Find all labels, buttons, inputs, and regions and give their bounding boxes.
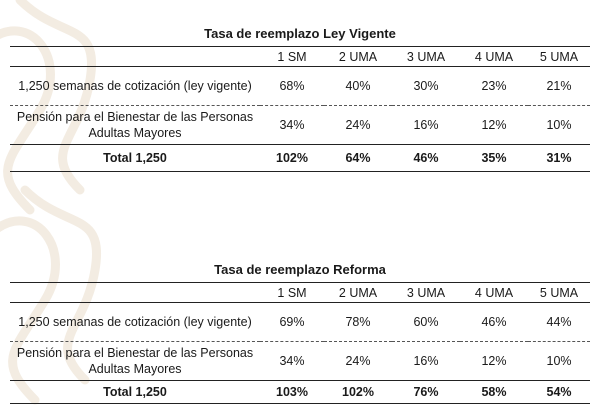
- col-header-3uma: 3 UMA: [406, 49, 446, 64]
- cell: 78%: [324, 302, 392, 342]
- table-row: 1,250 semanas de cotización (ley vigente…: [10, 302, 591, 342]
- row-label: 1,250 semanas de cotización (ley vigente…: [10, 302, 260, 342]
- cell: 44%: [528, 302, 591, 342]
- col-header-4uma: 4 UMA: [474, 49, 514, 64]
- cell: 12%: [460, 105, 528, 145]
- cell: 12%: [460, 341, 528, 381]
- cell: 10%: [528, 105, 590, 145]
- cell: 60%: [392, 302, 460, 342]
- cell: 10%: [528, 341, 591, 381]
- cell: 24%: [324, 105, 392, 145]
- col-header-5uma: 5 UMA: [539, 285, 579, 300]
- table-row: 1,250 semanas de cotización (ley vigente…: [10, 66, 590, 106]
- total-cell: 102%: [324, 380, 392, 404]
- cell: 69%: [260, 302, 324, 342]
- table-row: Pensión para el Bienestar de las Persona…: [10, 341, 591, 381]
- total-label: Total 1,250: [10, 380, 260, 404]
- row-label: 1,250 semanas de cotización (ley vigente…: [10, 66, 260, 106]
- total-cell: 58%: [460, 380, 528, 404]
- cell: 34%: [260, 341, 324, 381]
- table-row: Pensión para el Bienestar de las Persona…: [10, 105, 590, 145]
- total-cell: 46%: [392, 144, 460, 172]
- cell: 16%: [392, 105, 460, 145]
- cell: 16%: [392, 341, 460, 381]
- cell: 21%: [528, 66, 590, 106]
- cell: 24%: [324, 341, 392, 381]
- cell: 46%: [460, 302, 528, 342]
- row-label: Pensión para el Bienestar de las Persona…: [10, 341, 260, 381]
- row-label: Pensión para el Bienestar de las Persona…: [10, 105, 260, 145]
- col-header-2uma: 2 UMA: [338, 285, 378, 300]
- col-header-2uma: 2 UMA: [338, 49, 378, 64]
- cell: 30%: [392, 66, 460, 106]
- total-cell: 76%: [392, 380, 460, 404]
- cell: 40%: [324, 66, 392, 106]
- table-reforma: Tasa de reemplazo Reforma 1 SM 2 UMA 3 U…: [10, 256, 591, 404]
- cell: 68%: [260, 66, 324, 106]
- cell: 34%: [260, 105, 324, 145]
- total-cell: 35%: [460, 144, 528, 172]
- col-header-4uma: 4 UMA: [474, 285, 514, 300]
- total-row: Total 1,250 103% 102% 76% 58% 54%: [10, 380, 591, 404]
- col-header-3uma: 3 UMA: [406, 285, 446, 300]
- total-label: Total 1,250: [10, 144, 260, 172]
- total-cell: 31%: [528, 144, 590, 172]
- total-cell: 64%: [324, 144, 392, 172]
- table-ley-vigente: Tasa de reemplazo Ley Vigente 1 SM 2 UMA…: [10, 20, 590, 172]
- cell: 23%: [460, 66, 528, 106]
- total-row: Total 1,250 102% 64% 46% 35% 31%: [10, 144, 590, 172]
- col-header-1sm: 1 SM: [277, 285, 307, 300]
- col-header-5uma: 5 UMA: [539, 49, 579, 64]
- total-cell: 102%: [260, 144, 324, 172]
- table-title: Tasa de reemplazo Ley Vigente: [10, 20, 590, 47]
- total-cell: 103%: [260, 380, 324, 404]
- table-title: Tasa de reemplazo Reforma: [10, 256, 591, 283]
- col-header-1sm: 1 SM: [277, 49, 307, 64]
- total-cell: 54%: [528, 380, 591, 404]
